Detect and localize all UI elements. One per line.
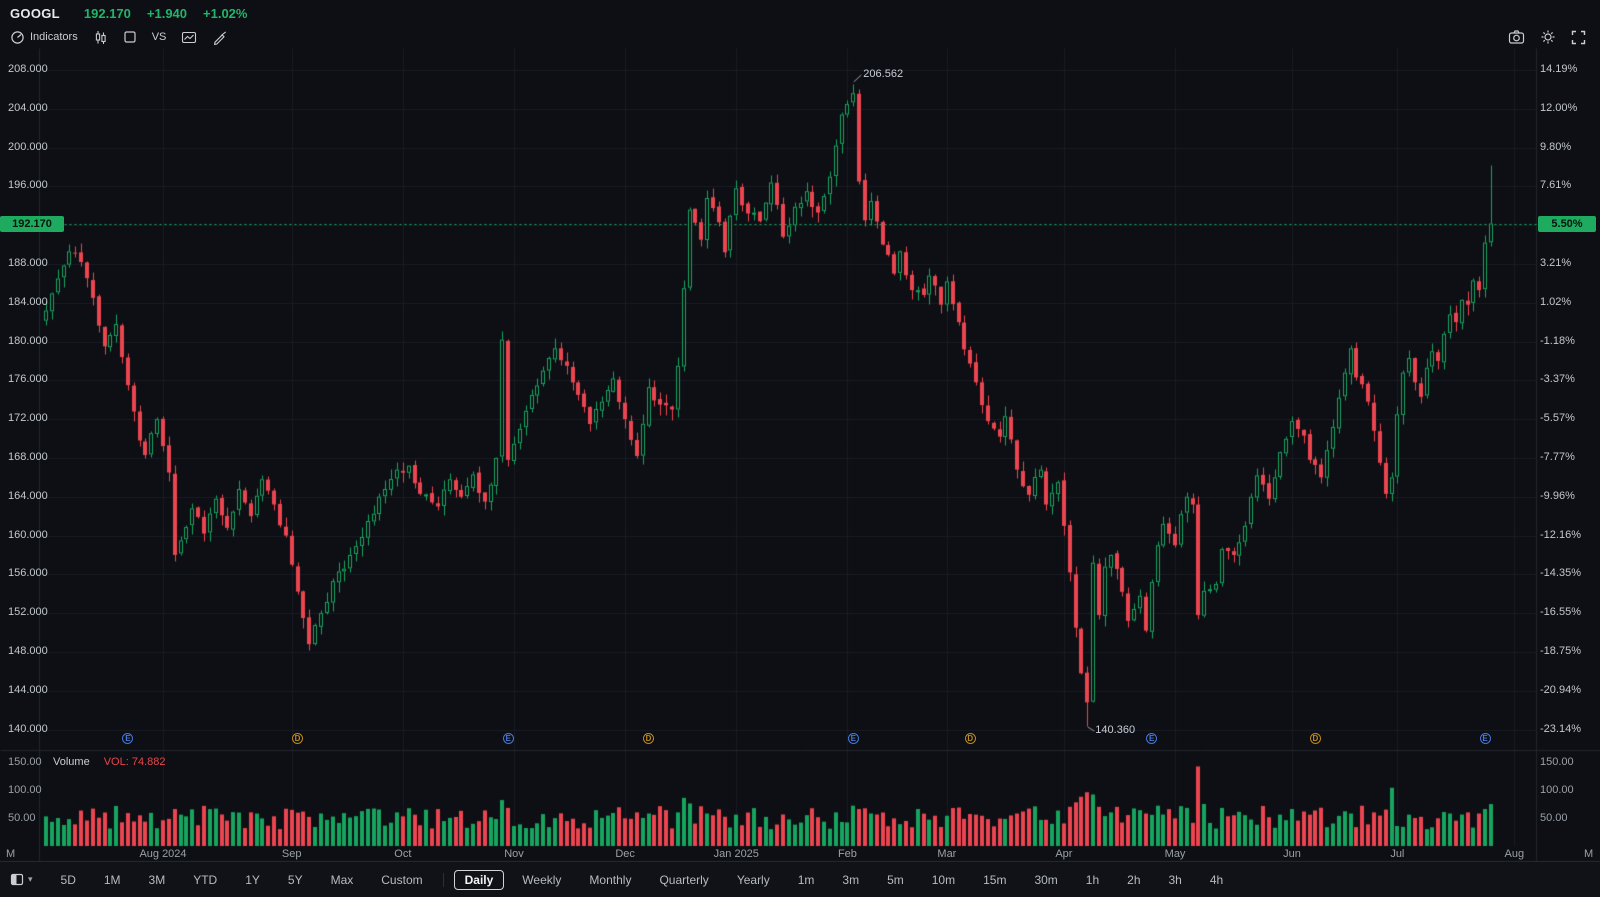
draw-pen-icon [214,31,227,45]
earnings-marker[interactable]: E [502,733,514,744]
dividend-marker[interactable]: D [643,733,655,744]
toolbar-right-group [1508,29,1600,45]
period-30m-button[interactable]: 30m [1034,872,1058,887]
candlestick-style-icon [95,30,106,44]
range-custom-button[interactable]: Custom [381,872,423,887]
earnings-marker[interactable]: E [1146,733,1158,744]
period-1m-button[interactable]: 1m [797,872,815,887]
draw-tool-button[interactable] [212,30,227,45]
compare-vs-button[interactable]: VS [152,31,167,43]
dividend-marker[interactable]: D [1309,733,1321,744]
header-bar: GOOGL 192.170 +1.940 +1.02% [0,0,1600,26]
period-daily-button[interactable]: Daily [453,869,505,890]
caret-down-icon: ▾ [28,874,33,884]
chart-type-icon [182,31,197,43]
screenshot-button[interactable] [1508,29,1525,45]
indicators-button[interactable]: Indicators [10,30,78,45]
range-1m-button[interactable]: 1M [103,872,121,887]
fullscreen-icon [1571,30,1586,44]
chart-settings-button[interactable] [1540,29,1556,45]
dividend-marker[interactable]: D [292,733,304,744]
range-1y-button[interactable]: 1Y [245,872,260,887]
symbol-label: GOOGL [10,5,60,21]
chart-panel-layout-button[interactable]: ▾ [10,873,33,886]
period-3m-button[interactable]: 3m [842,872,860,887]
chart-toolbar: Indicators VS [0,26,1600,48]
period-yearly-button[interactable]: Yearly [736,872,770,887]
volume-pane-header: Volume VOL: 74.882 [53,756,165,768]
camera-icon [1508,30,1525,44]
range-3m-button[interactable]: 3M [148,872,166,887]
indicators-label: Indicators [30,31,78,43]
panel-layout-icon [10,873,24,886]
range-max-button[interactable]: Max [330,872,354,887]
earnings-marker[interactable]: E [122,733,134,744]
volume-label: Volume [53,756,90,768]
price-change: +1.940 [146,5,188,21]
price-change-percent: +1.02% [203,5,248,21]
period-5m-button[interactable]: 5m [887,872,904,887]
square-layout-icon [124,31,136,43]
vs-label: VS [151,31,167,43]
indicators-gauge-icon [11,30,24,44]
settings-gear-icon [1541,30,1555,44]
period-monthly-button[interactable]: Monthly [589,872,632,887]
volume-value: VOL: 74.882 [103,756,166,768]
chart-type-button[interactable] [181,30,197,45]
candle-style-button[interactable] [93,30,108,45]
earnings-marker[interactable]: E [1479,733,1491,744]
earnings-marker[interactable]: E [847,733,859,744]
timeframe-toolbar: ▾ 5D 1M 3M YTD 1Y 5Y Max Custom Daily Weekly Month… [0,861,1600,897]
fullscreen-button[interactable] [1571,30,1586,45]
timeframe-buttons: 5D 1M 3M YTD 1Y 5Y Max Custom Daily Weekly Monthly… [51,869,1242,890]
toolbar-divider [442,872,444,887]
period-3h-button[interactable]: 3h [1168,872,1182,887]
period-15m-button[interactable]: 15m [983,872,1007,887]
period-10m-button[interactable]: 10m [931,872,956,887]
period-quarterly-button[interactable]: Quarterly [659,872,709,887]
period-4h-button[interactable]: 4h [1209,872,1224,887]
last-price: 192.170 [83,5,131,21]
range-5d-button[interactable]: 5D [60,872,76,887]
dividend-marker[interactable]: D [964,733,976,744]
period-weekly-button[interactable]: Weekly [522,872,562,887]
range-5y-button[interactable]: 5Y [287,872,303,887]
layout-square-button[interactable] [123,30,137,44]
period-1h-button[interactable]: 1h [1085,872,1100,887]
range-ytd-button[interactable]: YTD [193,872,218,887]
period-2h-button[interactable]: 2h [1127,872,1141,887]
